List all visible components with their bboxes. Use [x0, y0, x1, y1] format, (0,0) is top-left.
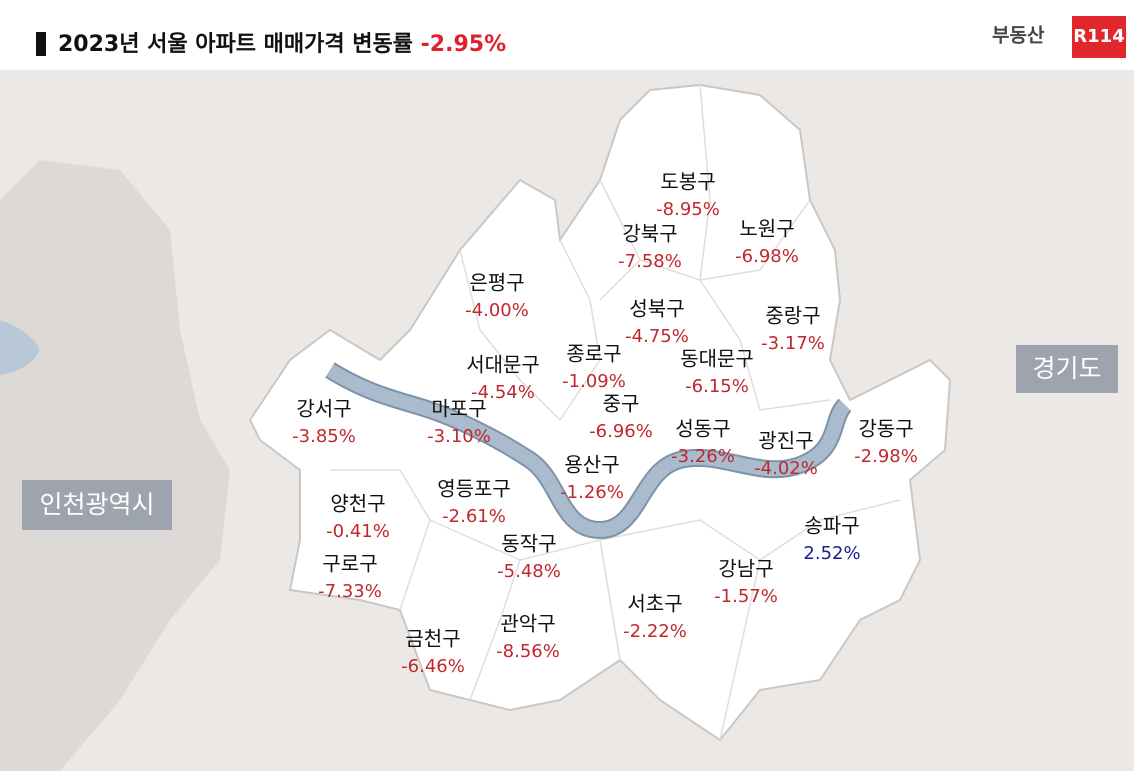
title-total: -2.95% [421, 32, 506, 57]
region-box [1016, 345, 1118, 393]
district-change: -6.98% [735, 246, 799, 267]
district-name: 강동구 [858, 417, 913, 441]
district-name: 중랑구 [765, 304, 820, 328]
district-change: -7.33% [318, 581, 382, 602]
logo-badge-box [1072, 16, 1126, 58]
district-name: 마포구 [431, 397, 486, 421]
district-change: -3.10% [427, 426, 491, 447]
header-band [0, 0, 1134, 70]
district-change: -6.96% [589, 421, 653, 442]
district-change: -0.41% [326, 521, 390, 542]
district-change: -2.22% [623, 621, 687, 642]
district-name: 은평구 [469, 271, 524, 295]
district-change: -3.85% [292, 426, 356, 447]
district-name: 서초구 [627, 592, 682, 616]
district-name: 양천구 [330, 492, 385, 516]
district-change: -8.56% [496, 641, 560, 662]
district-change: -6.15% [685, 376, 749, 397]
district-name: 광진구 [758, 429, 813, 453]
district-change: -1.26% [560, 482, 624, 503]
district-change: -7.58% [618, 251, 682, 272]
district-change: -3.17% [761, 333, 825, 354]
district-name: 강남구 [718, 557, 773, 581]
district-name: 송파구 [804, 514, 859, 538]
district-name: 동작구 [501, 532, 556, 556]
logo-badge: R114 [1073, 26, 1124, 47]
district-name: 영등포구 [437, 477, 511, 501]
district-name: 도봉구 [660, 170, 715, 194]
district-change: -8.95% [656, 199, 720, 220]
district-borders [330, 84, 901, 741]
district-name: 종로구 [566, 342, 621, 366]
district-name: 동대문구 [680, 347, 754, 371]
district-name: 서대문구 [466, 353, 540, 377]
sea [0, 320, 40, 375]
district-name: 노원구 [739, 217, 794, 241]
district-name: 성동구 [675, 417, 730, 441]
district-change: -4.54% [471, 382, 535, 403]
district-change: -2.98% [854, 446, 918, 467]
district-name: 구로구 [322, 552, 377, 576]
district-name: 중구 [603, 392, 640, 416]
region-label: 인천광역시 [39, 490, 154, 519]
district-change: -1.09% [562, 371, 626, 392]
district-change: -4.02% [754, 458, 818, 479]
region-label: 경기도 [1032, 354, 1101, 383]
title-text: 2023년 서울 아파트 매매가격 변동률 [58, 32, 413, 57]
district-name: 강북구 [622, 222, 677, 246]
logo: 부동산 [992, 25, 1045, 47]
district-name: 금천구 [405, 627, 460, 651]
title: 2023년 서울 아파트 매매가격 변동률 -2.95% [58, 32, 506, 57]
district-change: 2.52% [803, 543, 860, 564]
incheon-land [0, 160, 230, 771]
district-change: -4.75% [625, 326, 689, 347]
district-name: 관악구 [500, 612, 555, 636]
district-change: -2.61% [442, 506, 506, 527]
district-change: -3.26% [671, 446, 735, 467]
river [326, 364, 851, 538]
district-change: -6.46% [401, 656, 465, 677]
district-name: 용산구 [564, 453, 619, 477]
region-box [22, 480, 172, 530]
title-marker [36, 32, 46, 56]
district-change: -4.00% [465, 300, 529, 321]
district-name: 성북구 [629, 297, 684, 321]
district-change: -5.48% [497, 561, 561, 582]
district-change: -1.57% [714, 586, 778, 607]
district-name: 강서구 [296, 397, 351, 421]
